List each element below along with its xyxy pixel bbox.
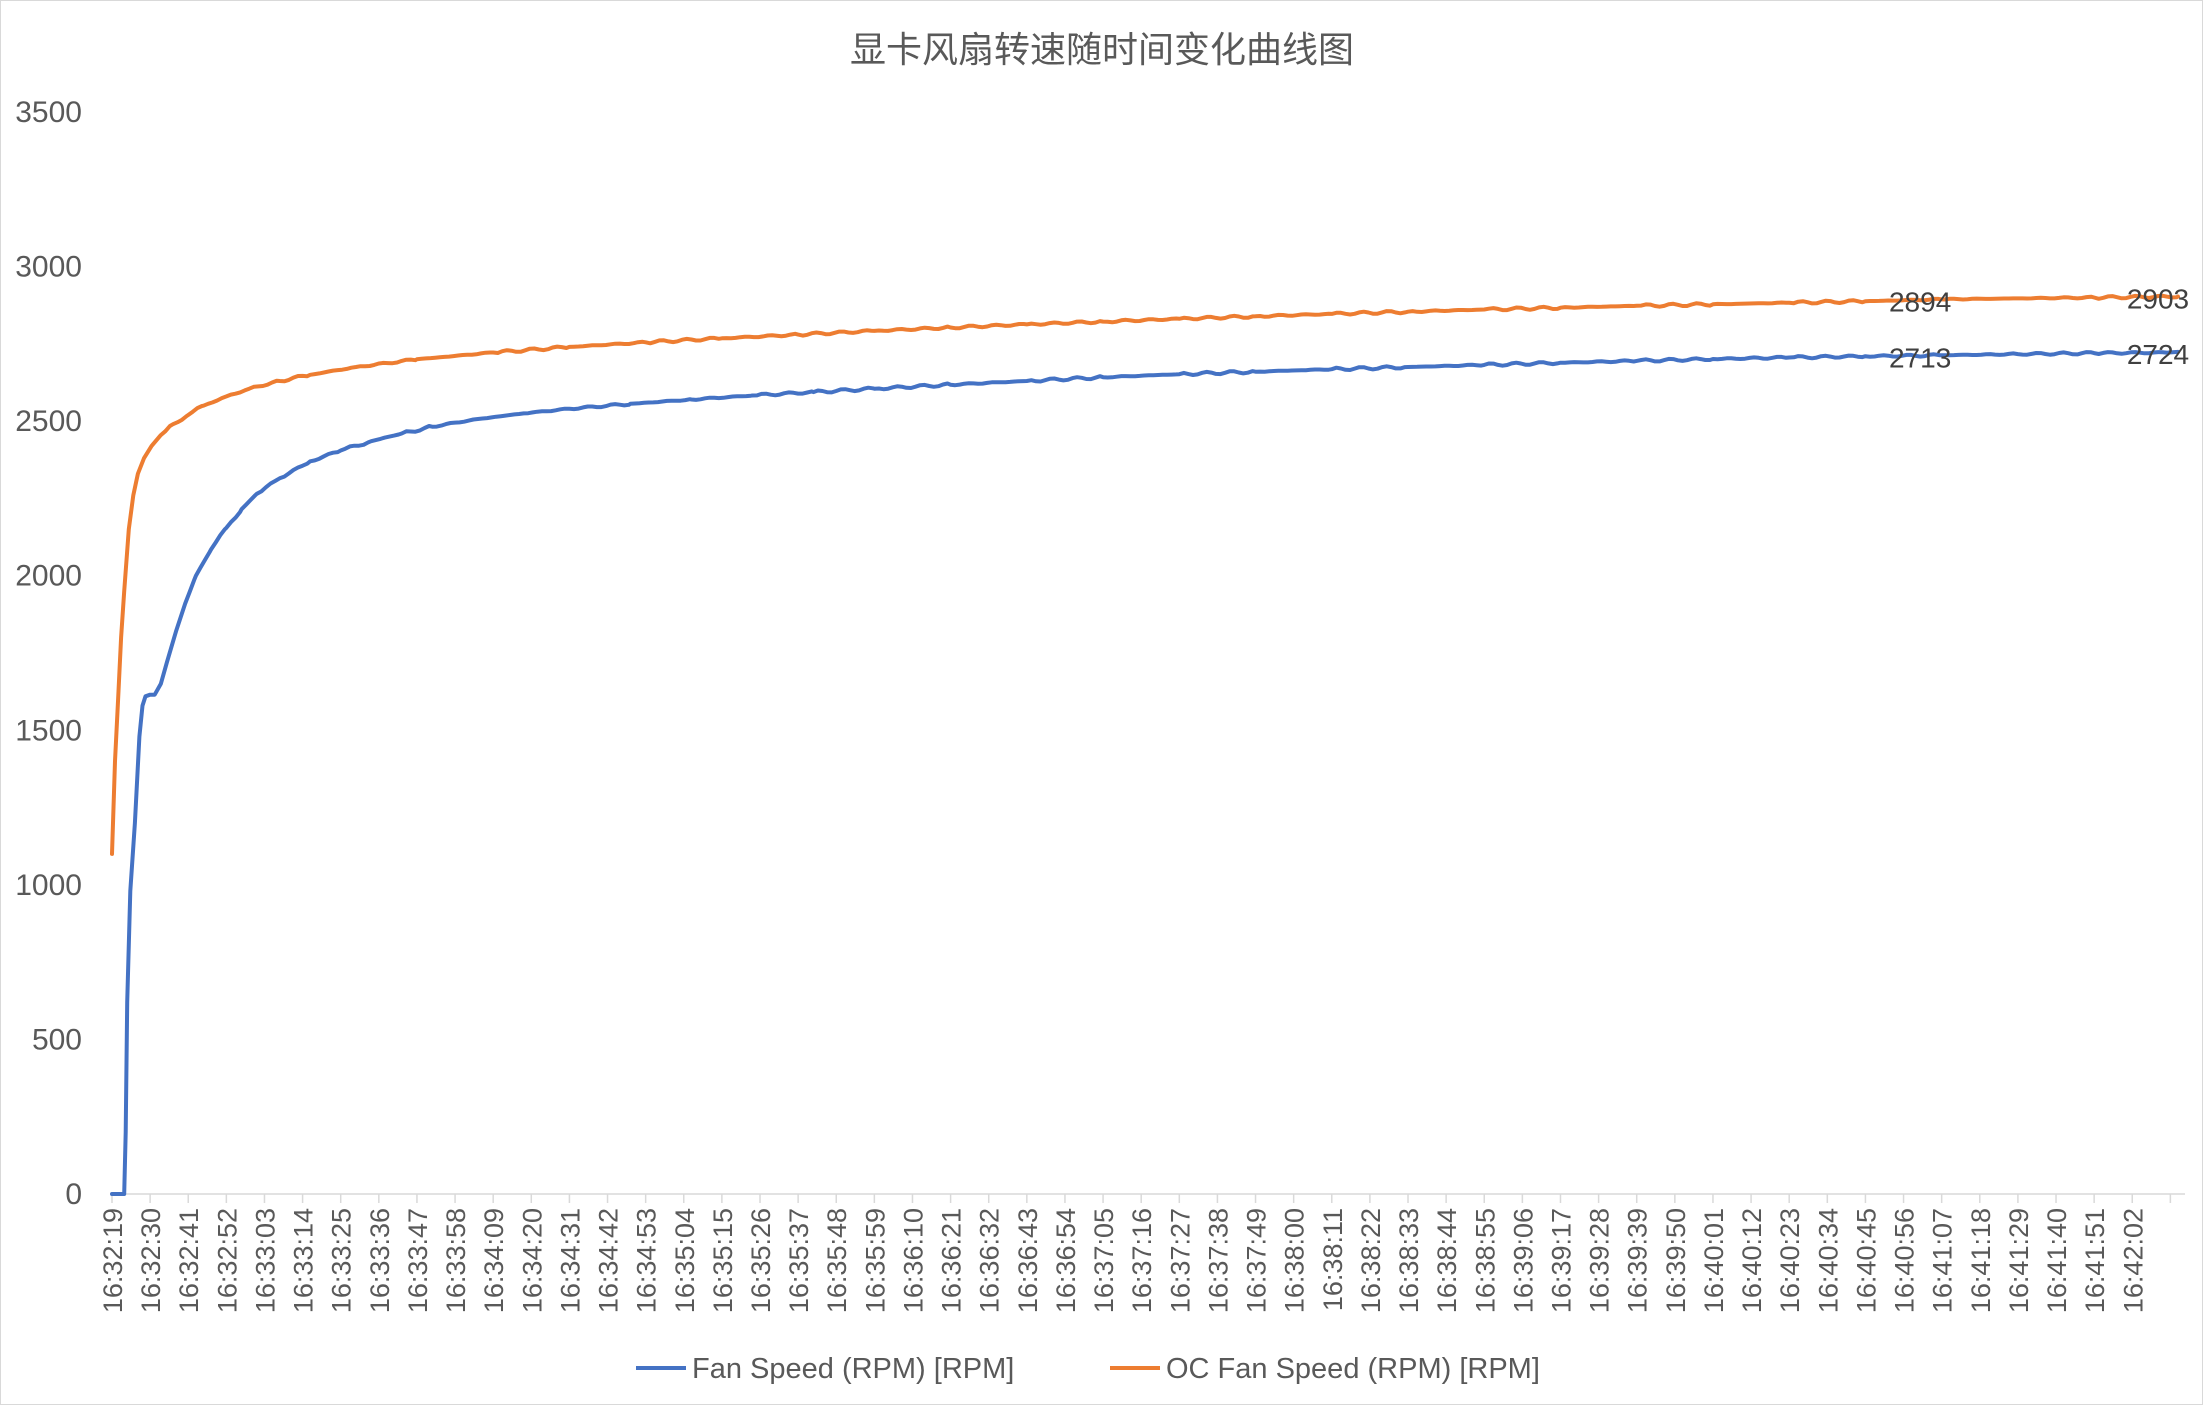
x-tick-label: 16:35:37 — [784, 1208, 814, 1313]
x-tick-label: 16:35:59 — [860, 1208, 890, 1313]
y-axis: 0 500 1000 1500 2000 2500 3000 3500 — [15, 96, 82, 1211]
x-tick-label: 16:37:16 — [1127, 1208, 1157, 1313]
x-tick-label: 16:34:20 — [517, 1208, 547, 1313]
x-tick-label: 16:40:01 — [1699, 1208, 1729, 1313]
y-tick-label: 1500 — [15, 714, 82, 747]
x-tick-label: 16:38:22 — [1356, 1208, 1386, 1313]
x-tick-label: 16:38:33 — [1394, 1208, 1424, 1313]
x-tick-label: 16:34:42 — [594, 1208, 624, 1313]
x-tick-label: 16:32:19 — [98, 1208, 128, 1313]
y-tick-label: 3000 — [15, 251, 82, 284]
x-tick-label: 16:41:40 — [2042, 1208, 2072, 1313]
x-tick-label: 16:35:26 — [746, 1208, 776, 1313]
y-tick-label: 3500 — [15, 96, 82, 129]
x-axis: 16:32:19 16:32:30 16:32:41 16:32:52 16:33:03… — [98, 1193, 2185, 1313]
legend: Fan Speed (RPM) [RPM] OC Fan Speed (RPM) … — [636, 1353, 1540, 1385]
x-tick-label: 16:33:58 — [441, 1208, 471, 1313]
y-tick-label: 0 — [65, 1178, 82, 1211]
data-label: 2894 — [1889, 286, 1951, 317]
x-tick-label: 16:36:43 — [1013, 1208, 1043, 1313]
x-tick-label: 16:41:51 — [2080, 1208, 2110, 1313]
x-tick-label: 16:39:06 — [1508, 1208, 1538, 1313]
x-tick-label: 16:36:54 — [1051, 1208, 1081, 1313]
x-tick-label: 16:41:29 — [2004, 1208, 2034, 1313]
legend-label: Fan Speed (RPM) [RPM] — [692, 1353, 1014, 1385]
x-tick-label: 16:37:49 — [1242, 1208, 1272, 1313]
x-tick-label: 16:35:48 — [822, 1208, 852, 1313]
x-tick-label: 16:41:07 — [1928, 1208, 1958, 1313]
x-tick-label: 16:33:03 — [250, 1208, 280, 1313]
x-tick-label: 16:34:53 — [632, 1208, 662, 1313]
data-labels: 2713 2724 2894 2903 — [1889, 284, 2189, 374]
x-tick-label: 16:33:14 — [289, 1208, 319, 1313]
x-tick-label: 16:33:36 — [365, 1208, 395, 1313]
x-tick-label: 16:39:39 — [1623, 1208, 1653, 1313]
x-tick-label: 16:33:47 — [403, 1208, 433, 1313]
x-tick-label: 16:38:55 — [1470, 1208, 1500, 1313]
x-tick-label: 16:40:23 — [1775, 1208, 1805, 1313]
x-tick-label: 16:33:25 — [327, 1208, 357, 1313]
x-tick-label: 16:37:38 — [1203, 1208, 1233, 1313]
x-tick-label: 16:36:10 — [898, 1208, 928, 1313]
legend-item: OC Fan Speed (RPM) [RPM] — [1110, 1353, 1540, 1385]
x-tick-label: 16:40:12 — [1737, 1208, 1767, 1313]
legend-label: OC Fan Speed (RPM) [RPM] — [1166, 1353, 1540, 1385]
data-label: 2713 — [1889, 342, 1951, 373]
data-label: 2724 — [2127, 339, 2189, 370]
x-tick-label: 16:39:50 — [1661, 1208, 1691, 1313]
y-tick-label: 2500 — [15, 405, 82, 438]
x-tick-label: 16:41:18 — [1966, 1208, 1996, 1313]
x-tick-label: 16:39:17 — [1546, 1208, 1576, 1313]
x-tick-label: 16:40:56 — [1890, 1208, 1920, 1313]
x-tick-label: 16:32:30 — [136, 1208, 166, 1313]
y-tick-label: 1000 — [15, 869, 82, 902]
series-line-fan-speed — [110, 349, 2180, 1196]
series-layer — [110, 293, 2180, 1196]
x-tick-label: 16:38:44 — [1432, 1208, 1462, 1313]
x-tick-label: 16:32:52 — [212, 1208, 242, 1313]
legend-item: Fan Speed (RPM) [RPM] — [636, 1353, 1014, 1385]
x-tick-label: 16:39:28 — [1585, 1208, 1615, 1313]
x-tick-label: 16:34:09 — [479, 1208, 509, 1313]
x-tick-label: 16:40:34 — [1813, 1208, 1843, 1313]
y-tick-label: 500 — [32, 1023, 82, 1056]
x-tick-label: 16:38:00 — [1280, 1208, 1310, 1313]
x-tick-label: 16:37:05 — [1089, 1208, 1119, 1313]
x-tick-label: 16:38:11 — [1318, 1208, 1348, 1311]
chart-title: 显卡风扇转速随时间变化曲线图 — [850, 29, 1354, 70]
x-tick-label: 16:42:02 — [2118, 1208, 2148, 1313]
x-tick-label: 16:36:21 — [937, 1208, 967, 1313]
x-tick-label: 16:32:41 — [174, 1208, 204, 1313]
x-tick-label: 16:35:15 — [708, 1208, 738, 1313]
x-tick-label: 16:40:45 — [1851, 1208, 1881, 1313]
x-tick-label: 16:37:27 — [1165, 1208, 1195, 1313]
data-label: 2903 — [2127, 284, 2189, 315]
x-tick-label: 16:35:04 — [670, 1208, 700, 1313]
y-tick-label: 2000 — [15, 560, 82, 593]
x-tick-label: 16:36:32 — [975, 1208, 1005, 1313]
series-line-oc-fan-speed — [110, 293, 2180, 856]
x-tick-label: 16:34:31 — [555, 1208, 585, 1313]
